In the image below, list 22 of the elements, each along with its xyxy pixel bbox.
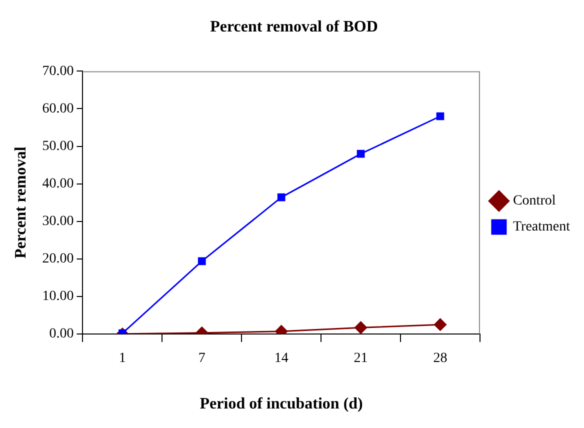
point [436, 112, 444, 120]
y-tick-label: 40.00 [42, 176, 74, 192]
y-tick-label: 30.00 [42, 214, 74, 230]
legend-label: Control [512, 194, 556, 209]
x-tick-label: 28 [433, 351, 448, 366]
legend-label: Treatment [512, 220, 570, 235]
point [277, 193, 286, 202]
x-axis-title: Period of incubation (d) [200, 396, 363, 413]
y-tick-label: 60.00 [42, 101, 74, 116]
y-tick-label: 70.00 [42, 64, 74, 79]
point [198, 257, 206, 266]
x-tick-label: 14 [274, 351, 288, 366]
x-tick-label: 1 [118, 351, 126, 366]
x-tick-label: 7 [198, 351, 206, 366]
chart-title: Percent removal of BOD [210, 18, 378, 36]
y-tick-label: 20.00 [42, 252, 74, 267]
point [356, 150, 365, 158]
y-axis-title: Percent removal [12, 146, 30, 259]
y-tick-label: 0.00 [49, 326, 74, 342]
y-tick-label: 10.00 [42, 289, 74, 304]
x-tick-label: 21 [354, 351, 368, 366]
y-tick-label: 50.00 [42, 138, 74, 154]
